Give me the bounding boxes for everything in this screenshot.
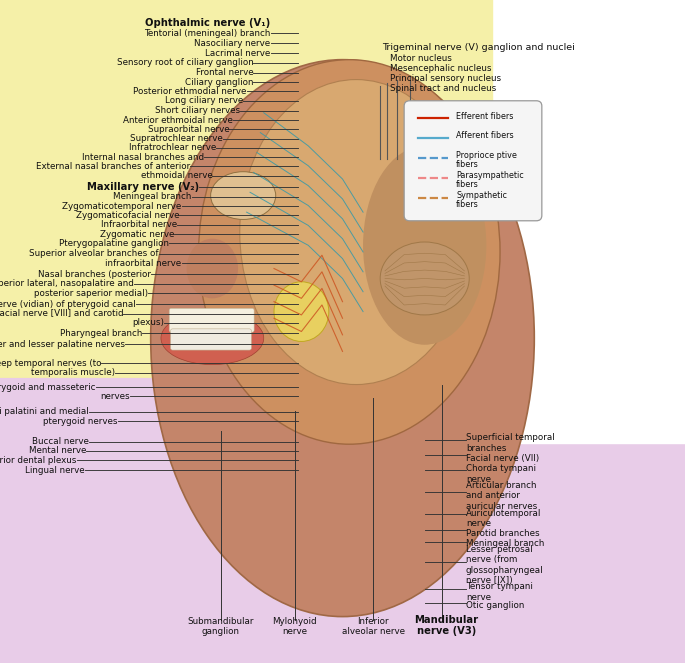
Text: Sensory root of ciliary ganglion: Sensory root of ciliary ganglion	[116, 58, 253, 68]
Text: Mylohyoid
nerve: Mylohyoid nerve	[272, 617, 317, 636]
Text: Inferior dental plexus: Inferior dental plexus	[0, 455, 77, 465]
Text: Nerve (vidian) of pterygoid canal: Nerve (vidian) of pterygoid canal	[0, 300, 136, 309]
Text: Chorda tympani
nerve: Chorda tympani nerve	[466, 464, 536, 484]
Text: Parotid branches: Parotid branches	[466, 528, 539, 538]
Text: Supratrochlear nerve: Supratrochlear nerve	[130, 134, 223, 143]
FancyBboxPatch shape	[404, 101, 542, 221]
Text: infraorbital nerve: infraorbital nerve	[105, 259, 182, 268]
Text: Greater and lesser palatine nerves: Greater and lesser palatine nerves	[0, 339, 125, 349]
Text: fibers: fibers	[456, 180, 479, 189]
Text: Facial nerve (VII): Facial nerve (VII)	[466, 453, 539, 463]
Text: Meningeal branch: Meningeal branch	[114, 192, 192, 202]
Text: Lateral pterygoid and masseteric: Lateral pterygoid and masseteric	[0, 383, 96, 392]
Text: Buccal nerve: Buccal nerve	[32, 437, 89, 446]
Text: Infraorbital nerve: Infraorbital nerve	[101, 220, 177, 229]
Text: Spinal tract and nucleus: Spinal tract and nucleus	[390, 84, 497, 93]
Text: nerves: nerves	[101, 392, 130, 401]
Text: Afferent fibers: Afferent fibers	[456, 131, 514, 141]
Ellipse shape	[274, 282, 329, 341]
Text: Lacrimal nerve: Lacrimal nerve	[206, 48, 271, 58]
Ellipse shape	[151, 60, 534, 617]
Text: fibers: fibers	[456, 200, 479, 209]
Text: Otic ganglion: Otic ganglion	[466, 601, 524, 611]
Text: Efferent fibers: Efferent fibers	[456, 111, 514, 121]
Ellipse shape	[199, 60, 500, 444]
FancyBboxPatch shape	[171, 329, 251, 350]
Text: Motor nucleus: Motor nucleus	[390, 54, 452, 63]
Text: Articular branch
and anterior
auricular nerves: Articular branch and anterior auricular …	[466, 481, 537, 511]
Text: Frontal nerve: Frontal nerve	[196, 68, 253, 78]
Text: Short ciliary nerves: Short ciliary nerves	[155, 106, 240, 115]
Text: temporalis muscle): temporalis muscle)	[31, 368, 115, 377]
Text: superior lateral, nasopalatire and: superior lateral, nasopalatire and	[0, 279, 134, 288]
Text: External nasal branches of anterior: External nasal branches of anterior	[36, 162, 190, 171]
FancyBboxPatch shape	[0, 0, 493, 418]
Text: Zygomaticofacial nerve: Zygomaticofacial nerve	[76, 211, 179, 220]
Ellipse shape	[380, 242, 469, 315]
Text: Deep temporal nerves (to: Deep temporal nerves (to	[0, 359, 101, 368]
Text: Tensor veli palatini and medial: Tensor veli palatini and medial	[0, 407, 89, 416]
Text: Nasociliary nerve: Nasociliary nerve	[195, 38, 271, 48]
Text: Posterior ethmodial nerve: Posterior ethmodial nerve	[133, 87, 247, 96]
Text: Maxillary nerve (V₂): Maxillary nerve (V₂)	[86, 182, 199, 192]
Text: pterygoid nerves: pterygoid nerves	[43, 416, 118, 426]
Text: ethmoidal nerve: ethmoidal nerve	[140, 171, 212, 180]
Text: Lesser petrosal
nerve (from
glossopharyngeal
nerve [IX]): Lesser petrosal nerve (from glossopharyn…	[466, 545, 543, 585]
Ellipse shape	[240, 80, 473, 385]
Text: Proprioce ptive: Proprioce ptive	[456, 151, 517, 160]
Text: Trigeminal nerve (V) ganglion and nuclei: Trigeminal nerve (V) ganglion and nuclei	[382, 43, 575, 52]
Text: Nasal branches (posterior: Nasal branches (posterior	[38, 270, 151, 279]
Text: Zygomaticotemporal nerve: Zygomaticotemporal nerve	[62, 202, 182, 211]
Text: Mesencephalic nucleus: Mesencephalic nucleus	[390, 64, 492, 73]
Text: (from facial nerve [VIII] and carotid: (from facial nerve [VIII] and carotid	[0, 309, 123, 318]
Text: Meningeal branch: Meningeal branch	[466, 539, 544, 548]
Text: Ophthalmic nerve (V₁): Ophthalmic nerve (V₁)	[145, 18, 271, 29]
Text: plexus): plexus)	[132, 318, 164, 328]
Text: Principal sensory nucleus: Principal sensory nucleus	[390, 74, 501, 83]
Text: Tensor tympani
nerve: Tensor tympani nerve	[466, 582, 533, 602]
Text: Sympathetic: Sympathetic	[456, 191, 507, 200]
Text: Long ciliary nerve: Long ciliary nerve	[165, 96, 243, 105]
Text: Supraorbital nerve: Supraorbital nerve	[148, 125, 229, 134]
Ellipse shape	[210, 172, 275, 219]
Text: fibers: fibers	[456, 160, 479, 169]
Text: Mandibular
nerve (V3): Mandibular nerve (V3)	[414, 615, 479, 636]
Ellipse shape	[186, 239, 238, 298]
Text: Auriculotemporal
nerve: Auriculotemporal nerve	[466, 509, 541, 528]
Text: Internal nasal branches and: Internal nasal branches and	[82, 152, 204, 162]
Ellipse shape	[363, 146, 486, 345]
Polygon shape	[0, 239, 685, 663]
Text: Lingual nerve: Lingual nerve	[25, 465, 85, 475]
Text: Submandibular
ganglion: Submandibular ganglion	[187, 617, 254, 636]
Text: posterior saperior medial): posterior saperior medial)	[34, 288, 148, 298]
Text: Pharyngeal branch: Pharyngeal branch	[60, 329, 142, 338]
Polygon shape	[0, 0, 452, 378]
Text: Inferior
alveolar nerve: Inferior alveolar nerve	[342, 617, 405, 636]
Text: Zygomatic nerve: Zygomatic nerve	[99, 229, 174, 239]
Text: Parasympathetic: Parasympathetic	[456, 171, 524, 180]
Text: Superior alveolar branches of: Superior alveolar branches of	[29, 249, 159, 259]
Text: Infratrochlear nerve: Infratrochlear nerve	[129, 143, 216, 152]
Text: Anterior ethmoidal nerve: Anterior ethmoidal nerve	[123, 115, 233, 125]
FancyBboxPatch shape	[169, 308, 254, 332]
Text: Tentorial (meningeal) branch: Tentorial (meningeal) branch	[145, 29, 271, 38]
Text: Superficial temporal
branches: Superficial temporal branches	[466, 433, 555, 453]
Text: Pterygopalatine ganglion: Pterygopalatine ganglion	[58, 239, 169, 248]
Text: Ciliary ganglion: Ciliary ganglion	[185, 78, 253, 87]
Ellipse shape	[161, 312, 264, 365]
Text: Mental nerve: Mental nerve	[29, 446, 86, 455]
